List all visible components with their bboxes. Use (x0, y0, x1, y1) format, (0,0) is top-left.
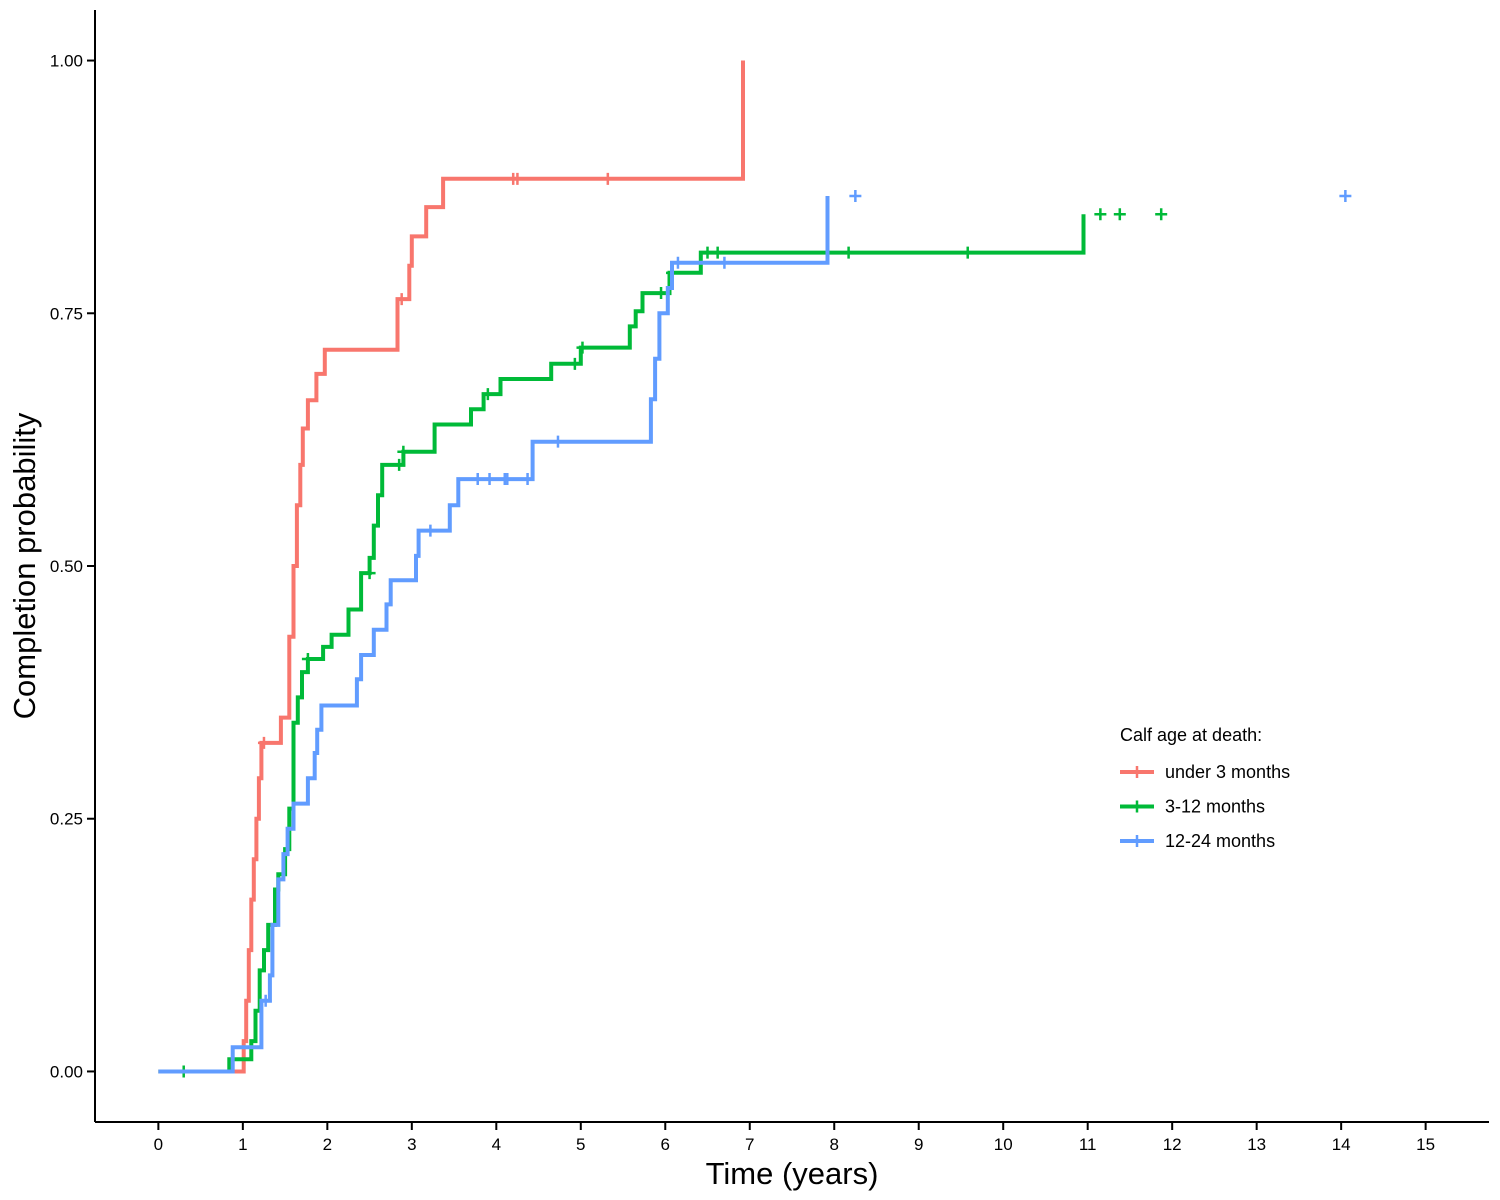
series-3 (158, 190, 1352, 1074)
censor-mark (259, 994, 272, 1007)
x-tick-label: 8 (830, 1135, 839, 1154)
censor-mark (849, 190, 862, 203)
legend-key-cross (1131, 766, 1143, 778)
censor-mark (655, 287, 668, 300)
series-line (158, 214, 1086, 1074)
legend-item: 3-12 months (1120, 797, 1265, 817)
censor-mark (481, 388, 494, 401)
censor-mark (1094, 208, 1107, 221)
censor-mark (521, 473, 534, 486)
censor-mark (671, 256, 684, 269)
y-tick-label: 0.25 (50, 810, 83, 829)
x-tick-label: 2 (323, 1135, 332, 1154)
censor-mark (395, 293, 408, 306)
x-tick-label: 13 (1247, 1135, 1266, 1154)
x-tick-label: 1 (238, 1135, 247, 1154)
censor-mark (301, 653, 314, 666)
legend-item: under 3 months (1120, 762, 1290, 782)
series-1 (158, 60, 745, 1074)
x-tick-label: 12 (1163, 1135, 1182, 1154)
censor-mark (393, 458, 406, 471)
legend-label: 12-24 months (1165, 831, 1275, 851)
censor-mark (397, 445, 410, 458)
x-ticks: 0 1 2 3 4 5 6 7 8 9 10 11 12 13 14 15 (154, 1122, 1435, 1154)
censor-mark (961, 246, 974, 259)
censor-mark (601, 172, 614, 185)
censor-mark (1113, 208, 1126, 221)
series-layer (158, 60, 1352, 1078)
legend-item: 12-24 months (1120, 831, 1275, 851)
y-tick-label: 0.75 (50, 304, 83, 323)
censor-mark (501, 473, 514, 486)
censor-mark (551, 435, 564, 448)
x-tick-label: 4 (492, 1135, 501, 1154)
legend-key-cross (1131, 800, 1143, 813)
x-tick-label: 6 (661, 1135, 670, 1154)
censor-mark (701, 246, 714, 259)
censor-mark (1155, 208, 1168, 221)
censor-mark (1339, 190, 1352, 203)
censor-mark (718, 256, 731, 269)
x-tick-label: 14 (1332, 1135, 1351, 1154)
axes (94, 10, 1489, 1123)
y-axis-title: Completion probability (7, 412, 42, 719)
legend-key-cross (1131, 835, 1143, 847)
x-tick-label: 10 (994, 1135, 1013, 1154)
series-line (158, 60, 745, 1074)
x-tick-label: 7 (745, 1135, 754, 1154)
censor-mark (711, 246, 724, 259)
y-ticks: 0.00 0.25 0.50 0.75 1.00 (50, 52, 95, 1081)
censor-mark (483, 473, 496, 486)
legend-items: under 3 months 3-12 months 12-24 months (1120, 762, 1290, 851)
censor-mark (511, 172, 524, 185)
x-axis-title: Time (years) (706, 1156, 879, 1191)
y-tick-label: 0.00 (50, 1062, 83, 1081)
censor-mark (576, 341, 589, 354)
y-tick-label: 0.50 (50, 557, 83, 576)
censor-mark (842, 246, 855, 259)
x-tick-label: 0 (154, 1135, 163, 1154)
x-tick-label: 9 (914, 1135, 923, 1154)
legend-label: under 3 months (1165, 762, 1290, 782)
y-tick-label: 1.00 (50, 52, 83, 71)
x-tick-label: 3 (407, 1135, 416, 1154)
x-tick-label: 15 (1416, 1135, 1435, 1154)
x-tick-label: 11 (1079, 1135, 1097, 1154)
legend: Calf age at death: under 3 months 3-12 mo… (1120, 725, 1290, 851)
series-2 (158, 208, 1168, 1078)
censor-mark (568, 357, 581, 370)
legend-title: Calf age at death: (1120, 725, 1262, 745)
legend-label: 3-12 months (1165, 797, 1265, 817)
censor-mark (471, 473, 484, 486)
x-tick-label: 5 (576, 1135, 585, 1154)
censor-mark (363, 567, 376, 580)
censor-mark (424, 524, 437, 537)
censor-mark (257, 736, 270, 749)
series-line (158, 196, 830, 1074)
